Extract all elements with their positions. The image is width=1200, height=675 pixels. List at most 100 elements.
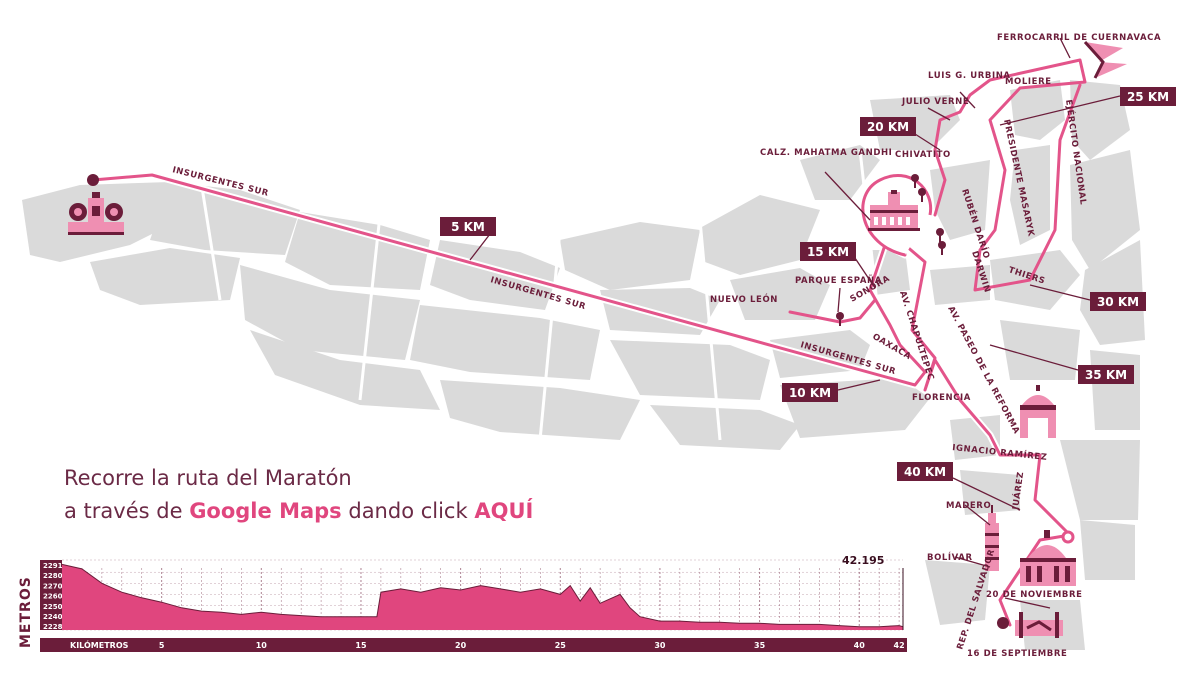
km-tick-label: 35 — [754, 641, 766, 650]
svg-text:25 KM: 25 KM — [1127, 90, 1169, 104]
km-marker-25: 25 KM — [1120, 87, 1176, 106]
pin-icon — [938, 241, 946, 255]
street-label: NUEVO LEÓN — [710, 293, 778, 305]
cta-line-1: Recorre la ruta del Maratón — [64, 466, 352, 490]
street-label: PARQUE ESPAÑA — [795, 275, 882, 286]
city-block — [1060, 440, 1140, 520]
km-marker-35: 35 KM — [1078, 365, 1134, 384]
km-marker-5: 5 KM — [440, 217, 496, 236]
km-tick-label: 42 — [894, 641, 905, 650]
street-label: BOLÍVAR — [927, 551, 973, 563]
km-tick-label: 20 — [455, 641, 467, 650]
city-block — [560, 222, 700, 290]
street-label: 16 DE SEPTIEMBRE — [967, 649, 1067, 659]
svg-text:30 KM: 30 KM — [1097, 295, 1139, 309]
bellas-artes-icon — [1020, 530, 1076, 586]
city-block — [1010, 145, 1050, 245]
city-block — [700, 195, 820, 275]
pin-icon — [936, 228, 944, 242]
elevation-tick-label: 2280 — [43, 572, 63, 580]
city-block — [1080, 520, 1135, 580]
city-block — [650, 405, 800, 450]
svg-text:20 KM: 20 KM — [867, 120, 909, 134]
city-block — [1070, 80, 1130, 160]
street-label: CALZ. MAHATMA GANDHI — [760, 148, 892, 158]
city-block — [1010, 80, 1065, 140]
leader-lines — [469, 37, 1121, 609]
chapultepec-park — [861, 173, 933, 257]
city-block — [960, 470, 1020, 515]
city-block — [990, 250, 1080, 310]
street-label: LUIS G. URBINA — [928, 71, 1011, 81]
pin-icon — [918, 188, 926, 202]
profile-yticks: 2291 2280 2270 2260 2250 2240 2228 — [43, 562, 63, 631]
km-tick-label: 10 — [256, 641, 268, 650]
total-distance-label: 42.195 — [842, 554, 884, 567]
elevation-tick-label: 2270 — [43, 582, 63, 590]
city-block — [925, 560, 990, 625]
elevation-tick-label: 2291 — [43, 562, 63, 570]
street-label: JULIO VERNE — [901, 97, 969, 107]
km-tick-label: 25 — [555, 641, 567, 650]
finish-banner-icon — [1015, 612, 1063, 638]
marathon-route — [87, 58, 1087, 629]
svg-text:35 KM: 35 KM — [1085, 368, 1127, 382]
profile-xticks: 5 10 15 20 25 30 35 40 42 — [159, 641, 905, 650]
cta-text: a través de — [64, 499, 183, 523]
city-block — [240, 265, 420, 360]
street-label: FLORENCIA — [912, 393, 971, 403]
km-marker-15: 15 KM — [800, 242, 856, 261]
km-tick-label: 15 — [355, 641, 367, 650]
google-maps-call-to-action: Recorre la ruta del Maratón a través de … — [64, 462, 533, 528]
city-blocks — [22, 80, 1145, 650]
profile-xlabel: KILÓMETROS — [70, 639, 129, 650]
svg-text:15 KM: 15 KM — [807, 245, 849, 259]
tower-icon — [985, 505, 999, 571]
km-tick-label: 40 — [854, 641, 866, 650]
elevation-tick-label: 2240 — [43, 613, 63, 621]
svg-text:10 KM: 10 KM — [789, 386, 831, 400]
cta-text: dando click — [348, 499, 468, 523]
street-label: FERROCARRIL DE CUERNAVACA — [997, 33, 1161, 43]
elevation-profile: METROS 2291 2280 2270 2260 2250 2240 2228 42.1… — [18, 554, 907, 652]
finish-marker — [997, 617, 1009, 629]
city-block — [610, 340, 770, 400]
elevation-tick-label: 2260 — [43, 593, 63, 601]
km-marker-30: 30 KM — [1090, 292, 1146, 311]
start-monument-icon — [68, 192, 124, 235]
city-block — [150, 182, 300, 255]
city-block — [1090, 350, 1140, 430]
elevation-tick-label: 2228 — [43, 623, 63, 631]
city-block — [1000, 320, 1080, 380]
start-marker — [87, 174, 99, 186]
elevation-line — [61, 563, 904, 628]
pins — [836, 174, 946, 326]
google-maps-link[interactable]: Google Maps — [189, 499, 342, 523]
aqui-link[interactable]: AQUÍ — [474, 499, 534, 523]
profile-xaxis-corner — [40, 638, 62, 652]
marathon-logo-icon — [1083, 40, 1127, 79]
street-label: MADERO — [946, 501, 991, 511]
waypoint-marker — [1061, 530, 1075, 544]
city-block — [730, 268, 830, 320]
street-label: MOLIERE — [1005, 77, 1052, 87]
km-marker-20: 20 KM — [860, 117, 916, 136]
revolution-monument-icon — [1020, 385, 1056, 438]
elevation-tick-label: 2250 — [43, 603, 63, 611]
street-label: CHIVATITO — [895, 150, 951, 160]
street-lines — [198, 89, 1002, 441]
city-block — [950, 415, 1000, 460]
city-block — [90, 248, 240, 305]
city-block — [440, 380, 640, 440]
km-marker-40: 40 KM — [897, 462, 953, 481]
km-tick-label: 30 — [654, 641, 666, 650]
pin-icon — [911, 174, 919, 188]
km-marker-10: 10 KM — [782, 383, 838, 402]
castle-icon — [868, 190, 920, 231]
pin-icon — [836, 312, 844, 326]
profile-xaxis-band — [62, 638, 907, 652]
city-block — [1070, 150, 1140, 270]
city-block — [930, 265, 990, 305]
